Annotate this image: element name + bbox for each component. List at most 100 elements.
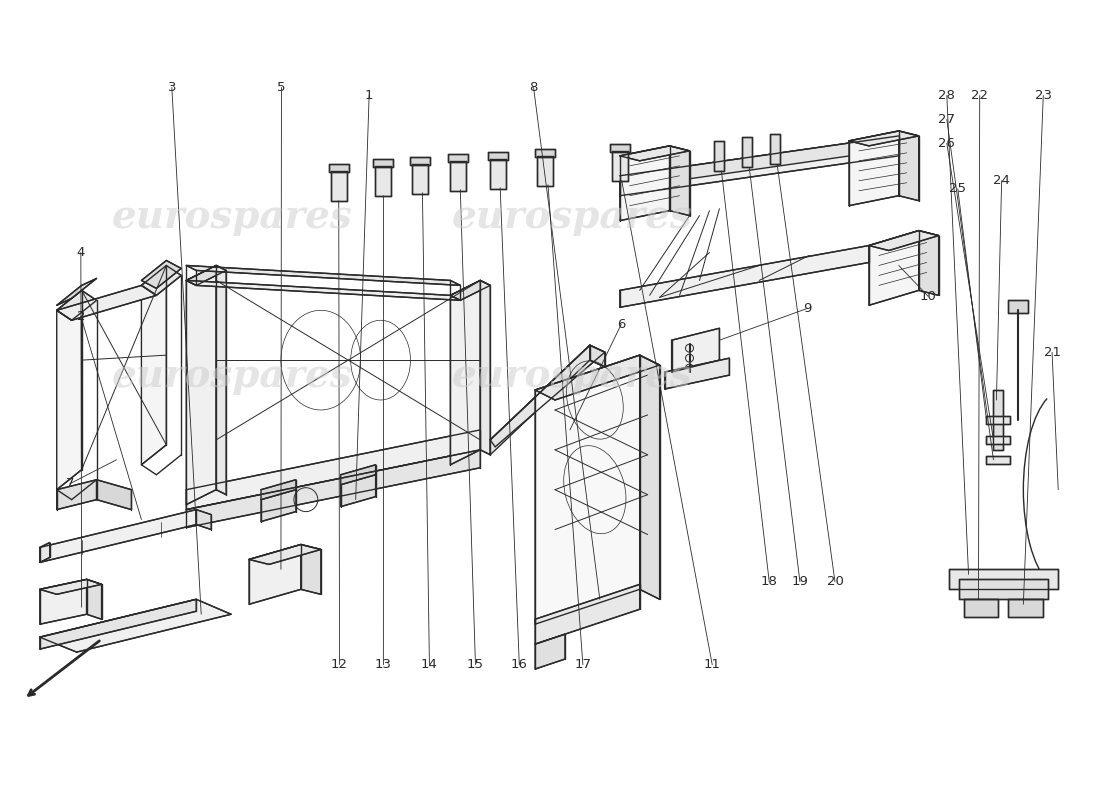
- Polygon shape: [958, 579, 1048, 599]
- Polygon shape: [590, 345, 605, 367]
- Polygon shape: [670, 146, 690, 216]
- Polygon shape: [373, 159, 393, 167]
- Polygon shape: [57, 290, 97, 320]
- Text: 27: 27: [938, 113, 955, 126]
- Polygon shape: [612, 151, 628, 181]
- Polygon shape: [341, 465, 375, 485]
- Polygon shape: [341, 474, 375, 506]
- Text: eurospares: eurospares: [451, 198, 692, 236]
- Text: 8: 8: [529, 81, 538, 94]
- Polygon shape: [249, 545, 321, 565]
- Polygon shape: [899, 131, 918, 201]
- Text: 26: 26: [938, 137, 955, 150]
- Polygon shape: [217, 266, 227, 494]
- Text: 18: 18: [761, 575, 778, 588]
- Text: 7: 7: [66, 478, 74, 490]
- Polygon shape: [664, 358, 729, 389]
- Polygon shape: [142, 261, 182, 288]
- Polygon shape: [450, 161, 466, 190]
- Polygon shape: [186, 266, 217, 505]
- Polygon shape: [849, 131, 918, 146]
- Polygon shape: [535, 149, 556, 157]
- Polygon shape: [412, 164, 428, 194]
- Polygon shape: [948, 570, 1058, 590]
- Polygon shape: [186, 266, 227, 286]
- Polygon shape: [535, 355, 640, 624]
- Polygon shape: [609, 144, 629, 152]
- Text: 19: 19: [792, 575, 808, 588]
- Text: 6: 6: [617, 318, 626, 330]
- Text: 4: 4: [77, 246, 85, 259]
- Polygon shape: [410, 157, 430, 165]
- Polygon shape: [714, 141, 725, 170]
- Polygon shape: [619, 136, 899, 189]
- Polygon shape: [491, 345, 590, 455]
- Polygon shape: [57, 480, 97, 510]
- Polygon shape: [535, 634, 565, 669]
- Polygon shape: [450, 281, 481, 465]
- Polygon shape: [491, 159, 506, 189]
- Text: 28: 28: [938, 89, 955, 102]
- Polygon shape: [619, 146, 690, 161]
- Polygon shape: [918, 230, 938, 295]
- Polygon shape: [619, 146, 670, 221]
- Polygon shape: [450, 281, 491, 300]
- Polygon shape: [672, 328, 719, 372]
- Polygon shape: [449, 154, 469, 162]
- Text: 5: 5: [277, 81, 286, 94]
- Text: 14: 14: [421, 658, 438, 671]
- Polygon shape: [987, 436, 1011, 444]
- Polygon shape: [186, 281, 460, 300]
- Text: 2: 2: [77, 310, 85, 322]
- Polygon shape: [1009, 300, 1028, 314]
- Polygon shape: [742, 137, 752, 167]
- Text: 3: 3: [167, 81, 176, 94]
- Polygon shape: [535, 355, 660, 400]
- Text: 9: 9: [803, 302, 812, 315]
- Text: 1: 1: [365, 89, 373, 102]
- Polygon shape: [488, 152, 508, 160]
- Text: 22: 22: [971, 89, 988, 102]
- Polygon shape: [40, 510, 196, 562]
- Polygon shape: [87, 579, 101, 619]
- Text: eurospares: eurospares: [451, 357, 692, 395]
- Text: 10: 10: [920, 290, 936, 303]
- Polygon shape: [993, 390, 1003, 450]
- Polygon shape: [987, 416, 1011, 424]
- Polygon shape: [491, 345, 605, 447]
- Polygon shape: [869, 230, 918, 306]
- Polygon shape: [537, 156, 553, 186]
- Polygon shape: [261, 490, 296, 522]
- Text: 16: 16: [510, 658, 528, 671]
- Polygon shape: [186, 430, 481, 510]
- Polygon shape: [57, 286, 156, 320]
- Text: 12: 12: [331, 658, 348, 671]
- Polygon shape: [331, 170, 346, 201]
- Text: 21: 21: [1044, 346, 1060, 358]
- Polygon shape: [329, 164, 349, 172]
- Polygon shape: [770, 134, 780, 164]
- Polygon shape: [535, 584, 640, 644]
- Polygon shape: [57, 290, 81, 490]
- Polygon shape: [1009, 599, 1043, 618]
- Polygon shape: [40, 542, 49, 562]
- Polygon shape: [964, 599, 999, 618]
- Text: eurospares: eurospares: [112, 198, 352, 236]
- Polygon shape: [640, 355, 660, 599]
- Polygon shape: [375, 166, 390, 196]
- Polygon shape: [869, 230, 938, 250]
- Polygon shape: [142, 266, 182, 295]
- Polygon shape: [987, 456, 1011, 464]
- Polygon shape: [97, 480, 132, 510]
- Polygon shape: [57, 278, 97, 306]
- Text: 25: 25: [949, 182, 966, 195]
- Polygon shape: [40, 599, 231, 652]
- Polygon shape: [849, 131, 899, 206]
- Polygon shape: [261, 480, 296, 500]
- Text: 23: 23: [1035, 89, 1052, 102]
- Polygon shape: [619, 136, 899, 196]
- Polygon shape: [186, 266, 460, 286]
- Text: 17: 17: [574, 658, 592, 671]
- Polygon shape: [186, 450, 481, 527]
- Polygon shape: [196, 510, 211, 530]
